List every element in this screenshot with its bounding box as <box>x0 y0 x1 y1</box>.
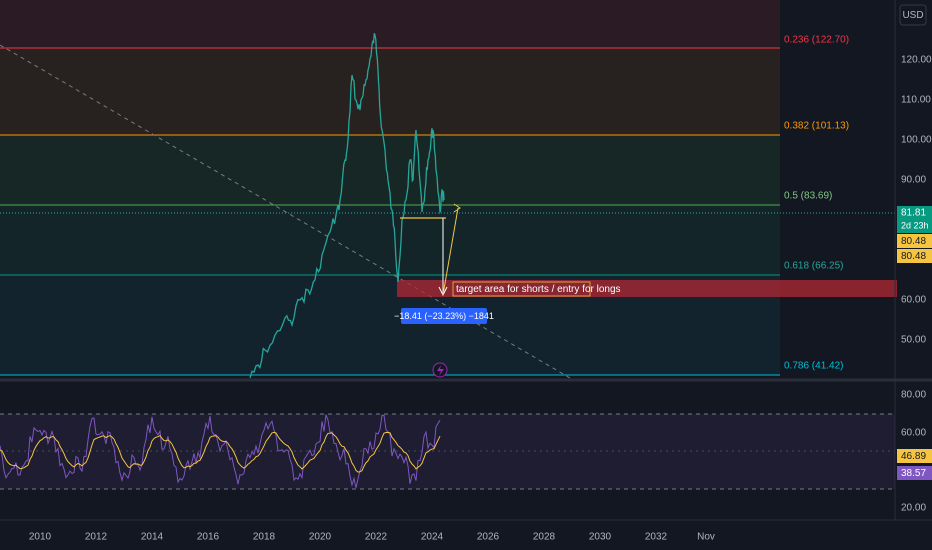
price-tick: 60.00 <box>901 295 926 306</box>
price-tick: 90.00 <box>901 175 926 186</box>
price-path <box>249 33 445 379</box>
time-tick: 2026 <box>477 532 500 543</box>
target-label-box <box>452 281 591 297</box>
measure-label: −18.41 (−23.23%) −1841 <box>394 311 494 321</box>
time-tick: 2020 <box>309 532 332 543</box>
rsi-tick: 80.00 <box>901 390 926 401</box>
fib-label: 0.5 (83.69) <box>784 191 832 202</box>
price-badge <box>897 234 932 248</box>
time-tick: 2010 <box>29 532 52 543</box>
fib-label: 0.236 (122.70) <box>784 35 849 46</box>
rsi-value: 38.57 <box>901 468 926 479</box>
fib-label: 0.618 (66.25) <box>784 261 844 272</box>
price-tick: 50.00 <box>901 335 926 346</box>
fib-label: 0.382 (101.13) <box>784 121 849 132</box>
currency: USD <box>902 10 923 21</box>
projection-arrow <box>442 203 461 296</box>
rsi-tick: 60.00 <box>901 428 926 439</box>
rsi-band <box>0 414 895 489</box>
fib-zone <box>0 48 780 135</box>
price-tick: 100.00 <box>901 135 932 146</box>
price-tick: 120.00 <box>901 55 932 66</box>
time-tick: 2016 <box>197 532 220 543</box>
time-tick: 2022 <box>365 532 388 543</box>
fib-label: 0.786 (41.42) <box>784 361 844 372</box>
price-badge-text: 80.48 <box>901 236 926 247</box>
price-tick: 110.00 <box>901 95 931 106</box>
time-tick: 2032 <box>645 532 668 543</box>
countdown: 2d 23h <box>901 220 929 230</box>
target-zone <box>397 280 897 297</box>
last-price: 81.81 <box>901 208 926 219</box>
rsi-badge <box>897 466 932 480</box>
rsi-ma-value: 46.89 <box>901 451 926 462</box>
time-tick: 2014 <box>141 532 164 543</box>
rsi-ma-path <box>0 431 441 473</box>
time-tick: Nov <box>697 532 715 543</box>
trend-line <box>0 44 571 379</box>
currency-button[interactable] <box>899 4 927 26</box>
rsi-path <box>0 414 441 488</box>
time-tick: 2028 <box>533 532 556 543</box>
time-tick: 2024 <box>421 532 444 543</box>
rsi-badge <box>897 449 932 463</box>
fib-zone <box>0 205 780 275</box>
time-tick: 2030 <box>589 532 612 543</box>
rsi-tick: 20.00 <box>901 503 926 514</box>
measure-box <box>401 308 487 324</box>
event-icon-glyph <box>437 365 444 376</box>
time-tick: 2012 <box>85 532 108 543</box>
time-tick: 2018 <box>253 532 276 543</box>
fib-zone <box>0 0 780 48</box>
price-badge <box>897 249 932 263</box>
price-badge-text: 80.48 <box>901 251 926 262</box>
time-axis: 2010 2012 2014 2016 2018 2020 2022 2024 2026 2028… <box>29 532 715 543</box>
target-label: target area for shorts / entry for longs <box>456 284 621 295</box>
last-price-badge <box>897 206 932 233</box>
